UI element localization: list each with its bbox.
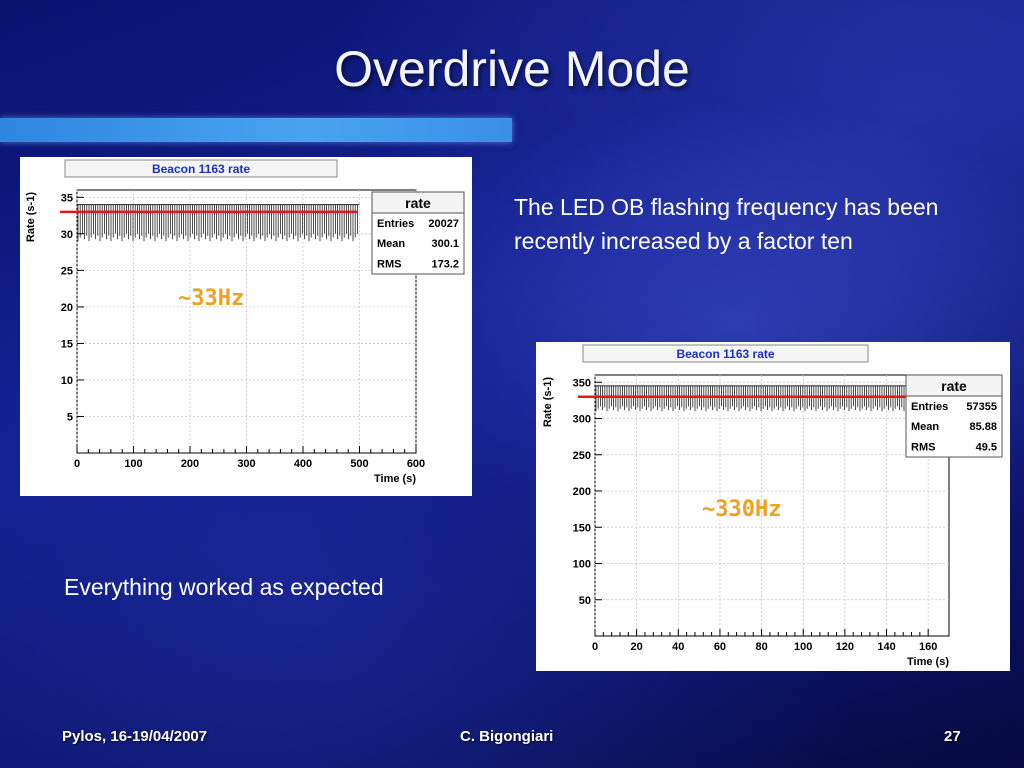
x-tick-label: 100 bbox=[124, 458, 142, 470]
y-tick-label: 20 bbox=[61, 302, 73, 314]
y-tick-label: 10 bbox=[61, 375, 73, 387]
y-tick-label: 25 bbox=[61, 265, 73, 277]
x-tick-label: 100 bbox=[794, 641, 812, 653]
stats-label: Mean bbox=[911, 421, 939, 433]
chart-title: Beacon 1163 rate bbox=[676, 347, 774, 361]
description-text: The LED OB flashing frequency has been r… bbox=[514, 194, 939, 254]
footer-venue: Pylos, 16-19/04/2007 bbox=[62, 728, 208, 745]
x-tick-label: 200 bbox=[181, 458, 199, 470]
x-tick-label: 0 bbox=[592, 641, 598, 653]
chart-title: Beacon 1163 rate bbox=[152, 162, 250, 176]
stats-header bbox=[371, 191, 465, 214]
stats-name: rate bbox=[405, 195, 431, 211]
x-tick-label: 0 bbox=[74, 458, 80, 470]
chart-panel-1: Beacon 1163 rate 0 100 200 300 400 500 600 5 10 15… bbox=[20, 157, 472, 496]
y-tick-label: 50 bbox=[579, 595, 591, 607]
x-tick-label: 500 bbox=[350, 458, 368, 470]
y-tick-label: 15 bbox=[61, 338, 73, 350]
chart-2-svg: Beacon 1163 rate 0 20 40 60 80 100 120 140 160 50 1… bbox=[542, 344, 1003, 668]
x-tick-label: 80 bbox=[755, 641, 767, 653]
stats-value: 173.2 bbox=[431, 258, 459, 270]
stats-name: rate bbox=[941, 378, 967, 394]
x-tick-label: 140 bbox=[877, 641, 895, 653]
y-tick-label: 250 bbox=[573, 450, 591, 462]
x-tick-label: 300 bbox=[237, 458, 255, 470]
chart-title-box bbox=[64, 159, 338, 178]
rate-signal-bars bbox=[77, 204, 358, 242]
y-tick-label: 150 bbox=[573, 522, 591, 534]
y-tick-label: 100 bbox=[573, 559, 591, 571]
stats-label: Entries bbox=[911, 401, 948, 413]
y-tick-label: 350 bbox=[573, 377, 591, 389]
stats-value: 85.88 bbox=[969, 421, 997, 433]
x-tick-label: 40 bbox=[672, 641, 684, 653]
chart-panel-2: Beacon 1163 rate 0 20 40 60 80 100 120 140 160 50 1… bbox=[536, 342, 1010, 671]
x-tick-label: 400 bbox=[294, 458, 312, 470]
y-tick-label: 300 bbox=[573, 414, 591, 426]
slide-title: Overdrive Mode bbox=[334, 41, 690, 97]
stats-label: RMS bbox=[377, 258, 401, 270]
x-tick-label: 20 bbox=[631, 641, 643, 653]
x-tick-label: 160 bbox=[919, 641, 937, 653]
chart-2-annotation: ~330Hz bbox=[702, 497, 782, 522]
plot-frame bbox=[76, 189, 417, 454]
x-tick-label: 60 bbox=[714, 641, 726, 653]
stats-label: Mean bbox=[377, 238, 405, 250]
stats-value: 300.1 bbox=[431, 238, 459, 250]
x-tick-label: 120 bbox=[836, 641, 854, 653]
stats-header bbox=[905, 374, 1003, 397]
stats-value: 49.5 bbox=[976, 441, 997, 453]
y-tick-label: 30 bbox=[61, 229, 73, 241]
stats-value: 57355 bbox=[966, 401, 997, 413]
conclusion-text: Everything worked as expected bbox=[64, 574, 384, 600]
y-tick-label: 5 bbox=[67, 411, 73, 423]
footer-author: C. Bigongiari bbox=[460, 728, 554, 745]
stats-label: Entries bbox=[377, 218, 414, 230]
stats-label: RMS bbox=[911, 441, 935, 453]
y-tick-label: 35 bbox=[61, 192, 73, 204]
x-axis-title: Time (s) bbox=[907, 656, 949, 668]
y-axis-title: Rate (s-1) bbox=[542, 377, 554, 427]
x-axis-title: Time (s) bbox=[374, 473, 416, 485]
chart-1-annotation: ~33Hz bbox=[178, 286, 245, 311]
y-axis-title: Rate (s-1) bbox=[25, 192, 37, 242]
footer-page-number: 27 bbox=[944, 728, 961, 745]
title-underline-bar bbox=[0, 118, 512, 142]
chart-title-box bbox=[582, 344, 869, 363]
x-tick-label: 600 bbox=[407, 458, 425, 470]
stats-value: 20027 bbox=[428, 218, 459, 230]
y-tick-label: 200 bbox=[573, 486, 591, 498]
chart-1-svg: Beacon 1163 rate 0 100 200 300 400 500 600 5 10 15… bbox=[25, 159, 465, 485]
